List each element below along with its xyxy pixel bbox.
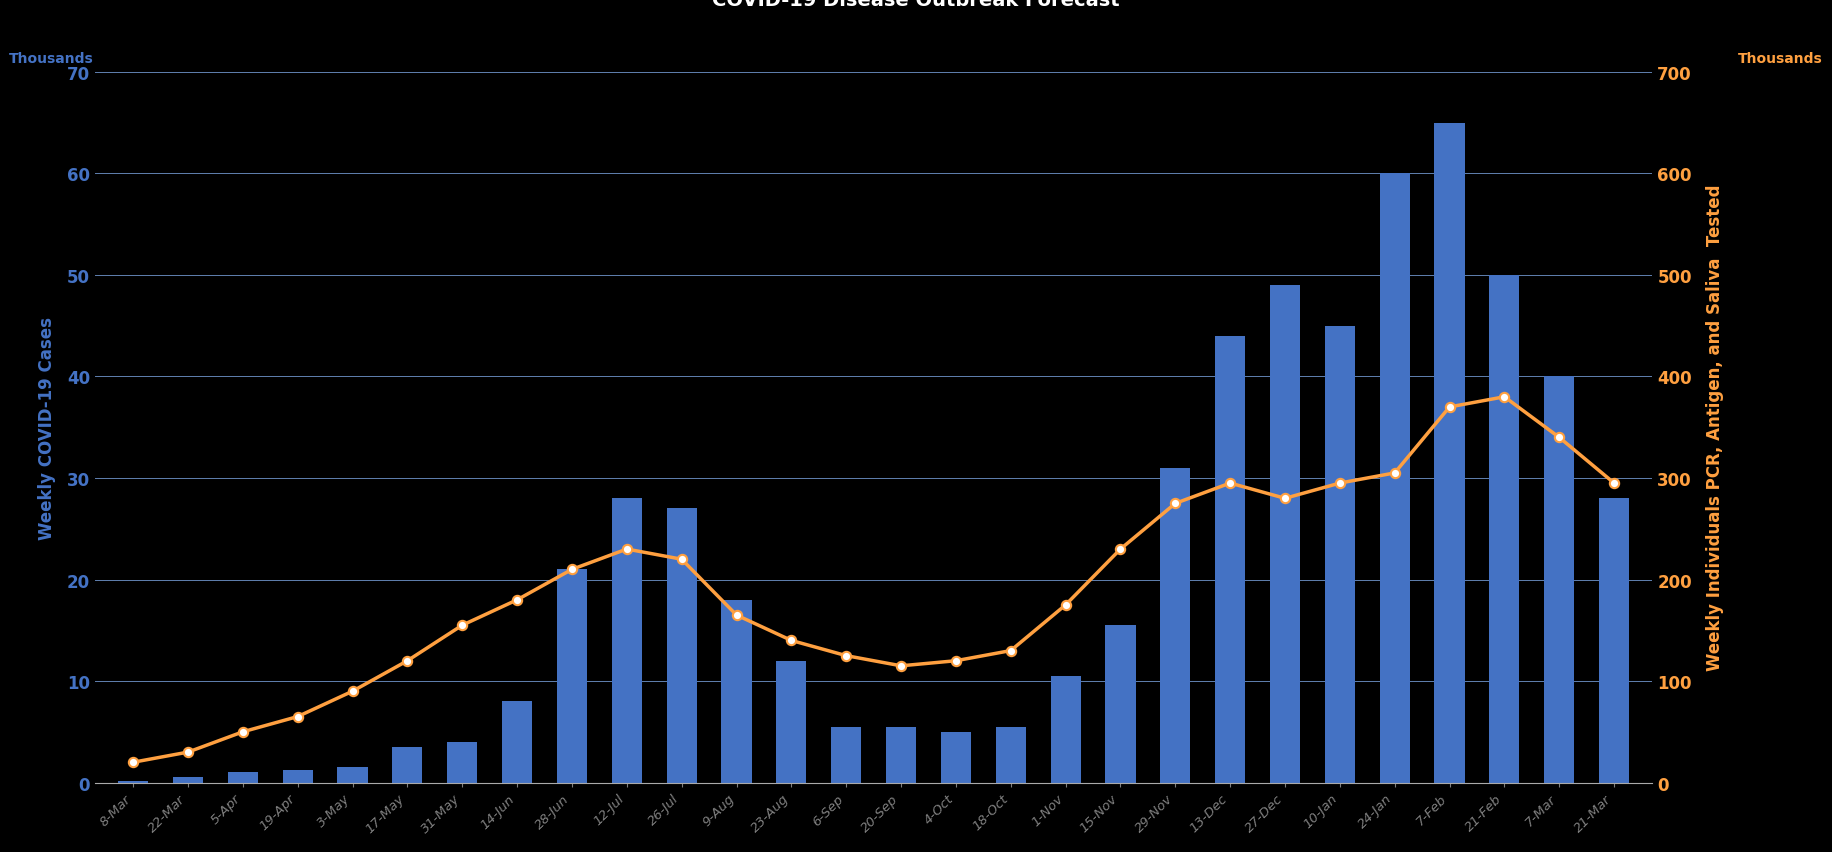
Point	[447, 619, 476, 632]
Bar	[1270, 285, 1301, 783]
Bar	[832, 727, 861, 783]
Point	[174, 746, 203, 759]
Point	[612, 543, 641, 556]
Point	[1270, 492, 1299, 505]
Bar	[1379, 174, 1411, 783]
Point	[1325, 476, 1354, 490]
Point	[1107, 543, 1136, 556]
Bar	[392, 747, 423, 783]
Point	[997, 644, 1026, 658]
Point	[229, 725, 258, 739]
Point	[1379, 467, 1409, 481]
Point	[942, 654, 971, 668]
Point	[502, 593, 531, 607]
Point	[284, 710, 313, 723]
Text: COVID-19 Disease Outbreak Forecast: COVID-19 Disease Outbreak Forecast	[713, 0, 1119, 10]
Bar	[447, 742, 478, 783]
Bar	[1050, 676, 1081, 783]
Point	[119, 756, 148, 769]
Bar	[1544, 377, 1574, 783]
Text: Thousands: Thousands	[1739, 52, 1823, 66]
Bar	[1489, 275, 1519, 783]
Bar	[995, 727, 1026, 783]
Point	[887, 659, 916, 673]
Bar	[667, 509, 696, 783]
Bar	[502, 701, 531, 783]
Bar	[282, 770, 313, 783]
Point	[777, 634, 806, 648]
Bar	[117, 780, 148, 783]
Bar	[1215, 337, 1246, 783]
Bar	[777, 661, 806, 783]
Point	[667, 553, 696, 567]
Point	[1161, 497, 1191, 510]
Bar	[172, 778, 203, 783]
Bar	[557, 570, 586, 783]
Bar	[1160, 469, 1191, 783]
Text: Thousands: Thousands	[9, 52, 93, 66]
Point	[392, 654, 421, 668]
Point	[1544, 431, 1574, 445]
Point	[1052, 598, 1081, 612]
Bar	[1325, 326, 1356, 783]
Bar	[1434, 124, 1464, 783]
Point	[1434, 400, 1464, 414]
Bar	[887, 727, 916, 783]
Point	[1599, 476, 1629, 490]
Y-axis label: Weekly Individuals PCR, Antigen, and Saliva  Tested: Weekly Individuals PCR, Antigen, and Sal…	[1706, 185, 1724, 671]
Bar	[337, 768, 368, 783]
Point	[1215, 476, 1244, 490]
Bar	[1599, 498, 1629, 783]
Y-axis label: Weekly COVID-19 Cases: Weekly COVID-19 Cases	[38, 316, 55, 539]
Bar	[227, 773, 258, 783]
Bar	[942, 732, 971, 783]
Point	[1489, 390, 1519, 404]
Point	[557, 563, 586, 577]
Bar	[1105, 625, 1136, 783]
Point	[832, 649, 861, 663]
Point	[722, 608, 751, 622]
Bar	[722, 600, 751, 783]
Bar	[612, 498, 641, 783]
Point	[337, 684, 366, 698]
